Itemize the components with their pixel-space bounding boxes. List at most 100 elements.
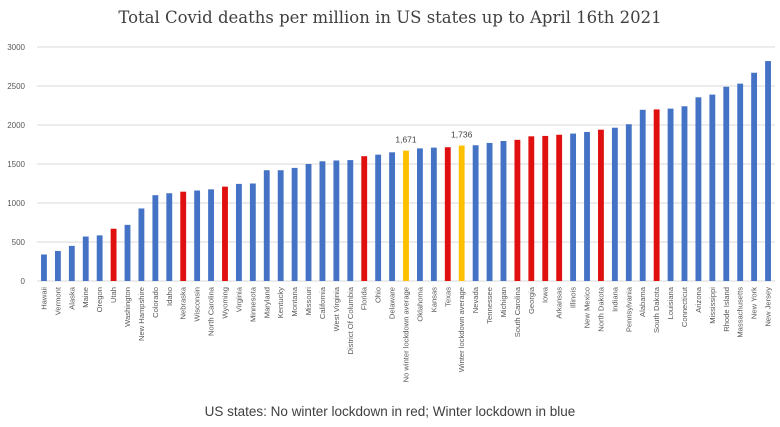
bar [417,148,423,281]
bar [486,142,493,281]
x-tick-label: Winter lockdown average [457,287,466,372]
x-tick-label: Oregon [95,287,104,312]
bar [584,132,590,281]
x-tick-label: Michigan [499,287,508,317]
data-label: 1,671 [395,135,417,145]
chart-title: Total Covid deaths per million in US sta… [118,8,662,27]
x-tick-label: Ohio [374,287,383,303]
x-tick-label: Georgia [527,286,536,314]
bar [124,224,131,281]
bar [194,190,201,281]
x-tick-label: Vermont [53,286,62,315]
y-tick-label: 2500 [7,82,25,91]
bar [389,152,395,281]
x-tick-label: California [318,286,327,319]
x-tick-label: Alabama [638,286,647,317]
bar [667,108,674,282]
bar [361,156,368,281]
bar [152,195,159,281]
x-tick-label: Utah [109,287,118,303]
bar [500,140,507,281]
bar [625,124,632,281]
bar [277,170,284,281]
x-tick-label: North Carolina [207,286,216,336]
y-tick-label: 0 [21,277,26,286]
bar [110,228,117,281]
bar [765,61,771,281]
bar [556,134,563,281]
bar [347,160,354,281]
bar [166,193,173,281]
x-tick-label: Delaware [388,287,397,319]
bar [458,145,465,281]
bar [208,189,214,281]
x-tick-label: Alaska [67,286,76,310]
x-tick-label: Maryland [262,287,271,318]
y-tick-label: 1500 [7,160,25,169]
data-label: 1,736 [451,130,473,140]
x-tick-label: Nevada [471,286,480,313]
x-tick-label: New York [750,287,759,319]
x-tick-label: Connecticut [680,286,689,327]
bar [96,235,103,281]
bar [263,170,270,281]
bar [319,161,326,281]
bar [528,136,535,281]
bar [653,109,660,282]
x-tick-label: Nebraska [179,286,188,319]
x-tick-label: Pennsylvania [624,286,633,332]
bar [709,94,716,281]
x-tick-label: Washington [123,287,132,327]
bar [695,97,702,281]
x-tick-label: Rhode Island [722,287,731,332]
bar [611,127,618,281]
x-tick-label: No winter lockdown average [402,287,411,382]
x-tick-label: Illinois [569,287,578,308]
bar [723,86,730,281]
bar [235,183,242,281]
bar [472,145,479,281]
x-tick-label: Tennessee [485,287,494,324]
x-tick-label: Texas [443,287,452,307]
bar [305,164,312,281]
bar [375,154,382,281]
y-tick-label: 1000 [7,199,25,208]
x-tick-label: Hawaii [39,287,48,310]
x-tick-label: Montana [290,286,299,316]
chart-caption: US states: No winter lockdown in red; Wi… [204,404,576,419]
x-tick-label: Idaho [165,287,174,306]
x-tick-label: Missouri [304,287,313,316]
bar [54,250,61,281]
bar [430,147,437,281]
bar [444,147,451,281]
x-tick-label: Colorado [151,287,160,318]
bar [737,83,744,281]
x-tick-label: District Of Columbia [346,286,355,354]
x-tick-label: Massachusetts [736,287,745,338]
x-tick-label: West Virginia [332,286,341,331]
bar [180,191,187,281]
x-tick-label: Mississippi [708,287,717,324]
x-tick-label: North Dakota [596,286,605,332]
x-tick-label: South Carolina [513,286,522,337]
bar [403,150,409,281]
bar [249,183,256,281]
x-tick-label: Louisiana [666,286,675,319]
x-tick-label: New Mexico [583,287,592,328]
bar [681,106,688,281]
x-tick-label: Wisconsin [193,287,202,322]
x-tick-label: Wyoming [220,287,229,319]
x-tick-label: Virginia [234,286,243,312]
x-tick-label: South Dakota [652,286,661,333]
y-tick-label: 2000 [7,121,25,130]
x-tick-label: Kansas [429,287,438,313]
bar [639,109,646,281]
bar [82,236,89,281]
bar [598,129,604,281]
x-tick-label: New Hampshire [137,287,146,341]
bar [222,186,228,281]
x-tick-label: Arizona [694,286,703,313]
bar [542,135,549,281]
